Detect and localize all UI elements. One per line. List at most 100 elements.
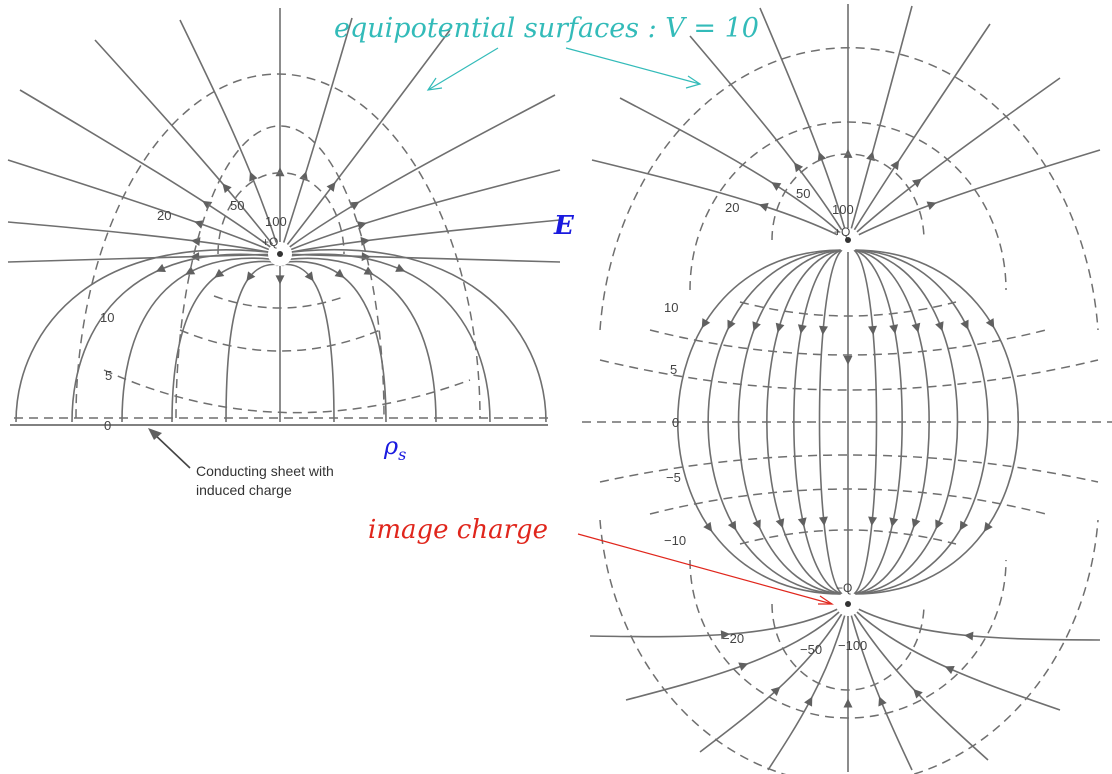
right-field-line-pair — [853, 249, 903, 595]
caption-line-1: Conducting sheet with — [196, 463, 334, 479]
equipotential-pointer-left — [427, 47, 499, 91]
right-field-arrow — [843, 698, 853, 708]
right-label-50: 50 — [796, 186, 810, 201]
right-equipotential-lower-inner — [739, 529, 957, 545]
right-label-neg100: −100 — [838, 638, 867, 653]
right-label-5: 5 — [670, 362, 677, 377]
left-equipotential-50 — [217, 171, 345, 255]
right-field-arrow — [944, 665, 955, 675]
right-field-arrow — [960, 319, 969, 330]
left-field-line-up — [7, 253, 269, 263]
right-field-arrow — [843, 355, 853, 365]
right-field-line-pair — [818, 249, 843, 595]
right-field-arrow — [911, 322, 921, 333]
left-field-line-down — [15, 249, 293, 423]
right-field-arrow — [818, 325, 828, 336]
left-field-arrow — [275, 275, 285, 285]
right-field-arrow — [775, 518, 785, 529]
right-field-arrow — [817, 151, 827, 162]
left-field-line-down — [121, 257, 290, 423]
right-field-arrow — [964, 631, 974, 641]
right-equipotential-20-bottom — [689, 559, 1007, 719]
right-field-arrow — [804, 696, 813, 707]
field-annotation: E — [553, 211, 575, 241]
right-label-neg50: −50 — [800, 642, 822, 657]
left-field-arrow — [155, 263, 166, 273]
right-field-arrow — [868, 516, 878, 526]
right-field-arrow — [758, 202, 769, 212]
left-field-line-up — [179, 19, 278, 243]
left-field-line-down — [171, 260, 287, 423]
left-field-arrow — [214, 268, 225, 278]
left-field-arrow — [275, 167, 285, 177]
equipotential-pointer-right — [565, 47, 701, 85]
right-field-arrow — [935, 321, 944, 332]
right-field-line-pair — [707, 249, 843, 595]
image-charge-annotation: image charge — [368, 515, 548, 545]
left-field-line-up — [94, 39, 274, 246]
right-field-arrow — [701, 318, 711, 329]
left-field-line-down — [270, 257, 437, 423]
left-label-5: 5 — [105, 368, 112, 383]
right-field-arrow — [983, 521, 993, 532]
left-equipotential-curves — [75, 73, 481, 419]
right-field-arrow — [959, 520, 969, 531]
right-field-arrow — [797, 324, 807, 334]
right-equipotential-curves — [582, 47, 1112, 774]
right-top-charge-label: +Q — [834, 225, 850, 239]
left-field-line-down — [268, 253, 491, 423]
left-field-line-down — [276, 263, 335, 423]
right-equipotential-lower-mid — [649, 488, 1047, 515]
right-field-arrow — [775, 322, 785, 333]
left-field-diagram: +Q 100 50 20 10 5 0 Conducting sheet wit… — [7, 8, 561, 498]
left-field-line-up — [286, 29, 451, 246]
right-label-20: 20 — [725, 200, 739, 215]
right-field-arrow — [752, 321, 761, 332]
right-field-arrow — [912, 178, 922, 188]
right-field-arrow — [985, 318, 995, 329]
right-field-line-in — [858, 608, 1101, 641]
right-field-diagram: +Q −Q 100 50 20 10 5 0 −5 −10 −20 −50 −1… — [582, 4, 1112, 774]
right-field-arrow — [913, 688, 923, 699]
right-field-arrow — [703, 521, 713, 532]
right-field-arrow — [935, 519, 944, 530]
right-bottom-charge-label: −Q — [836, 581, 852, 595]
surface-charge-annotation: ρs — [383, 432, 406, 464]
right-equipotential-50-bottom — [771, 603, 925, 691]
left-equipotential-5-arc — [103, 369, 471, 414]
left-charge-label: +Q — [262, 235, 278, 249]
right-label-neg20: −20 — [722, 631, 744, 646]
right-label-neg10: −10 — [664, 533, 686, 548]
right-field-arrow — [890, 160, 900, 171]
right-equipotential-upper-mid — [649, 329, 1047, 356]
left-field-line-up — [282, 17, 353, 243]
right-field-line-out — [759, 7, 846, 229]
left-label-100: 100 — [265, 214, 287, 229]
right-field-arrow — [720, 630, 731, 640]
left-field-line-down — [273, 260, 387, 423]
right-field-line-out — [858, 149, 1101, 236]
left-field-arrow — [360, 236, 370, 246]
right-field-line-pair — [793, 249, 843, 595]
left-label-10: 10 — [100, 310, 114, 325]
right-field-line-in — [589, 608, 838, 638]
left-field-arrow — [246, 271, 256, 282]
right-equipotential-20-top — [689, 121, 1007, 291]
left-equipotential-inner-arc — [213, 295, 347, 309]
right-field-arrow — [738, 662, 749, 671]
left-field-arrow — [185, 266, 196, 275]
left-field-arrow — [194, 220, 205, 229]
right-field-line-out — [850, 5, 913, 229]
left-field-line-up — [7, 221, 269, 253]
left-field-line-up — [291, 253, 561, 263]
right-field-arrow — [926, 201, 937, 210]
right-field-lines — [589, 4, 1101, 772]
right-equipotential-upper-inner — [739, 301, 957, 317]
left-field-arrow — [249, 171, 258, 182]
right-label-neg5: −5 — [666, 470, 681, 485]
caption-line-2: induced charge — [196, 482, 292, 498]
right-field-line-out — [856, 77, 1061, 233]
right-field-arrow — [911, 518, 921, 529]
right-equipotential-50-top — [771, 153, 925, 241]
